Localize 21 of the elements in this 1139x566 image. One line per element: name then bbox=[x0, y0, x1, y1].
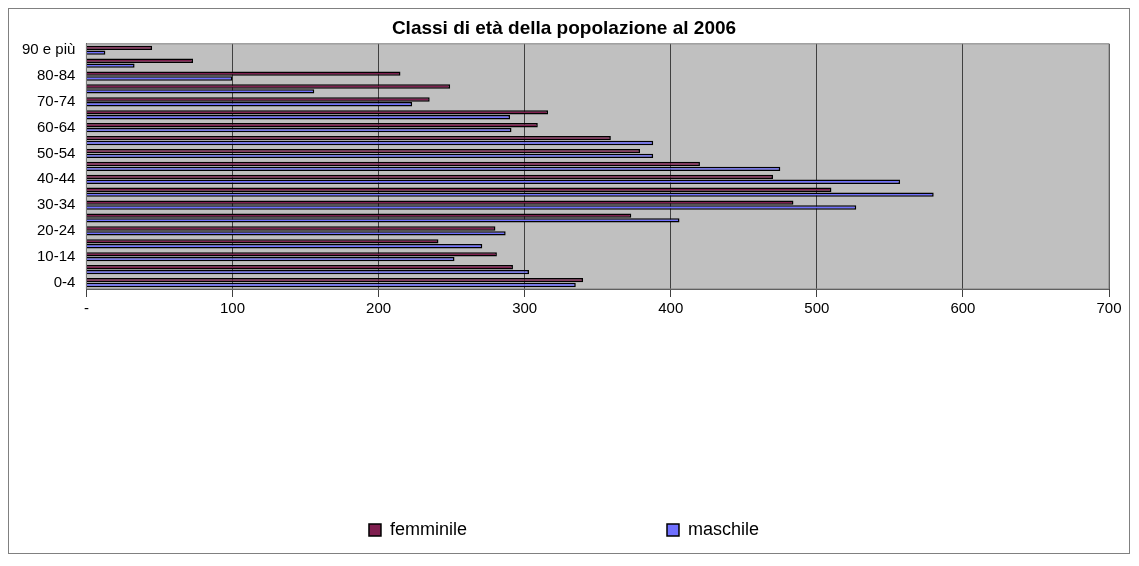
y-tick-label: 0-4 bbox=[53, 272, 76, 290]
x-tick-label: 400 bbox=[658, 299, 684, 317]
x-tick-label: 300 bbox=[512, 299, 538, 317]
x-tick-label: 700 bbox=[1096, 299, 1122, 317]
x-tick-label: 100 bbox=[219, 299, 245, 317]
y-tick-label: 10-14 bbox=[37, 246, 76, 264]
chart-title: Classi di età della popolazione al 2006 bbox=[391, 16, 737, 38]
legend-label: femminile bbox=[389, 518, 468, 539]
y-tick-label: 80-84 bbox=[37, 66, 76, 84]
y-tick-label: 60-64 bbox=[37, 117, 76, 135]
legend-label: maschile bbox=[688, 518, 760, 539]
y-tick-label: 30-34 bbox=[37, 195, 76, 213]
y-tick-label: 70-74 bbox=[37, 92, 76, 110]
y-tick-label: 20-24 bbox=[37, 221, 76, 239]
y-tick-label: 90 e più bbox=[21, 40, 76, 58]
x-tick-label: 200 bbox=[366, 299, 392, 317]
x-tick-label: 500 bbox=[804, 299, 830, 317]
y-tick-label: 50-54 bbox=[37, 143, 76, 161]
y-tick-label: 40-44 bbox=[37, 169, 76, 187]
x-tick-label: 600 bbox=[950, 299, 976, 317]
x-tick-label: - bbox=[83, 299, 89, 317]
